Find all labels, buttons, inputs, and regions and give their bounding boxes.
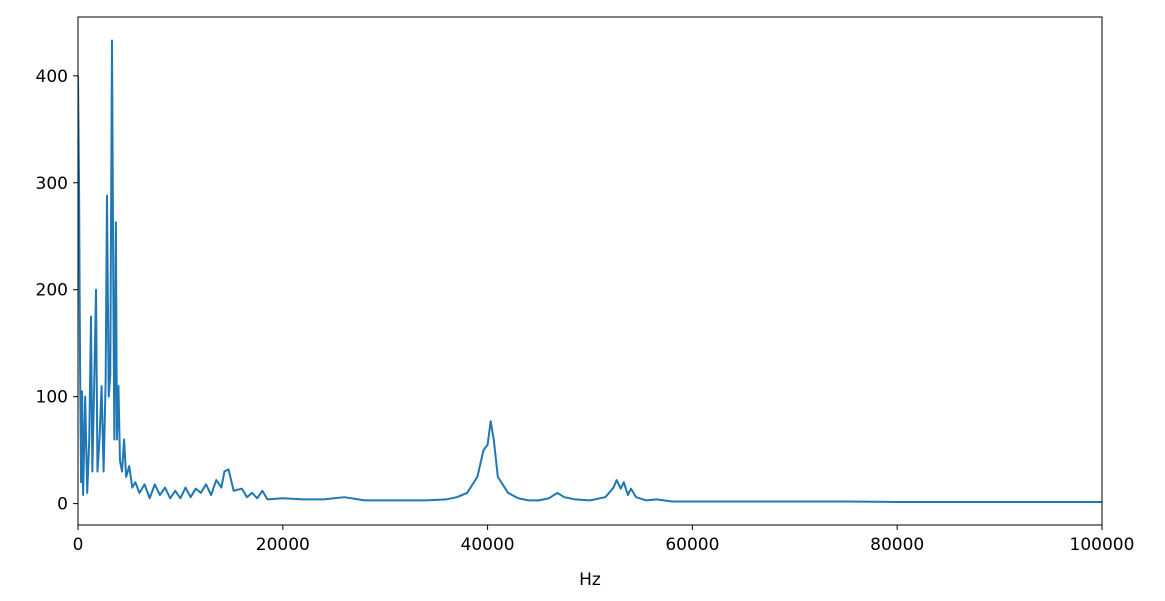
y-tick-label: 400 [36,67,68,87]
y-tick-label: 0 [57,495,68,515]
plot-frame [77,16,1103,526]
x-tick-label: 60000 [665,535,719,555]
x-tick-label: 20000 [256,535,310,555]
y-tick-label: 100 [36,388,68,408]
x-tick-label: 40000 [461,535,515,555]
x-tick-label: 100000 [1070,535,1135,555]
y-tick-label: 200 [36,281,68,301]
x-tick-label: 80000 [870,535,924,555]
data-line [78,39,1102,504]
x-tick-label: 0 [73,535,84,555]
x-axis-label: Hz [579,570,601,590]
y-tick-label: 300 [36,174,68,194]
